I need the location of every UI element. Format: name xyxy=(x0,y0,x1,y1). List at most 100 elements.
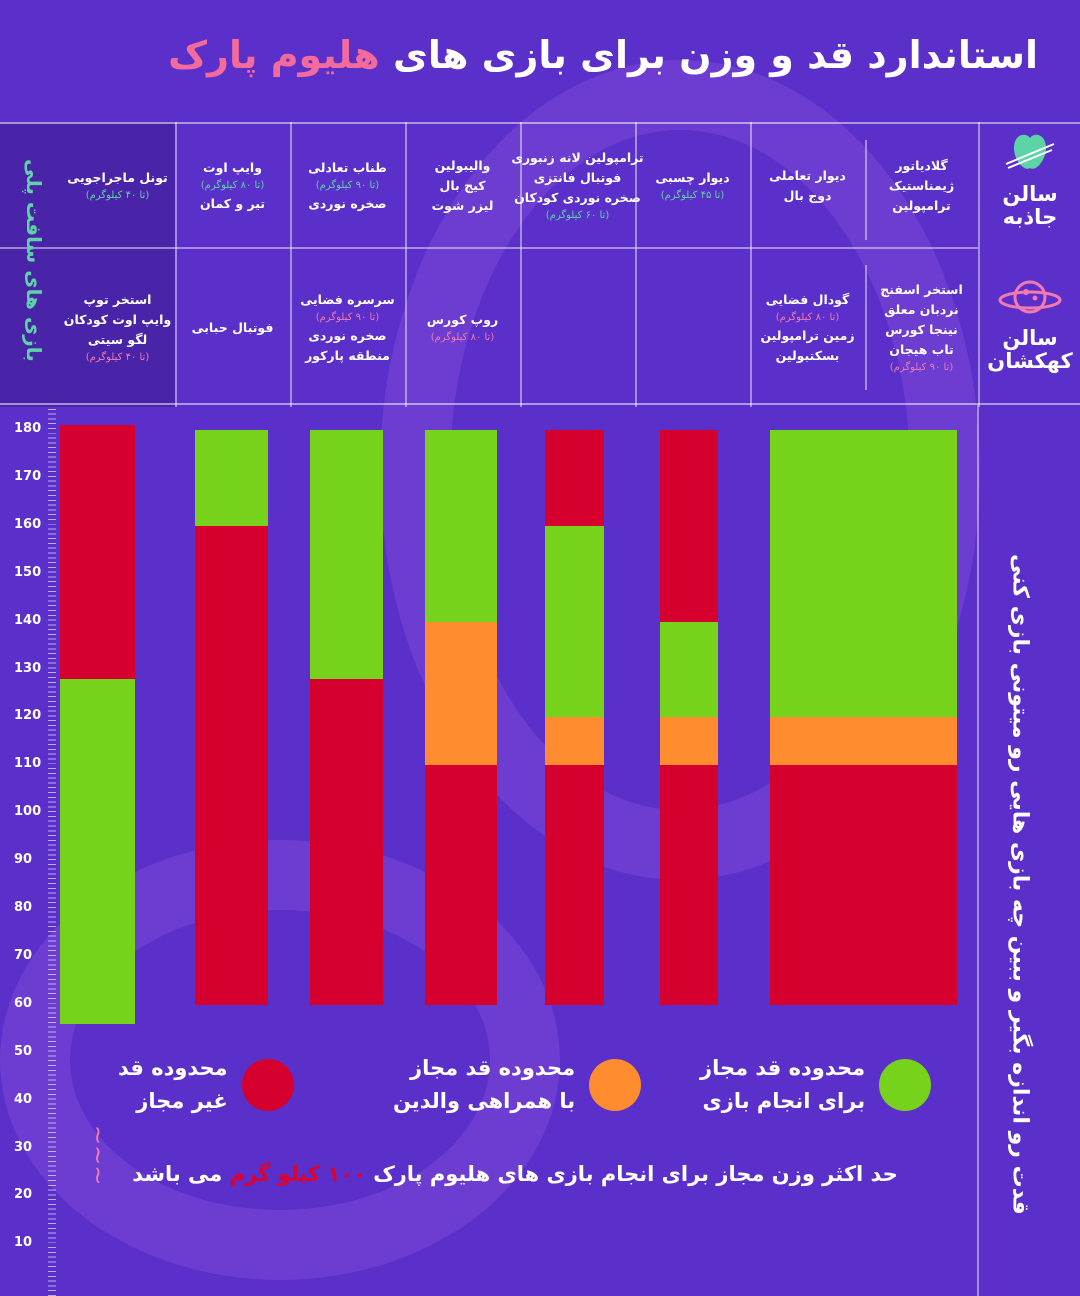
weight-limit-note: حد اکثر وزن مجاز برای انجام بازی های هلی… xyxy=(100,1162,930,1186)
y-tick-label: 50 xyxy=(14,1043,33,1059)
softplay-label-text: بازی های سافت پلی xyxy=(22,158,46,362)
column-divider xyxy=(635,122,637,407)
subcolumn-divider xyxy=(865,140,867,240)
weight-limit-note: (تا ۹۰ کیلوگرم) xyxy=(315,311,380,323)
bar-segment-with-parent xyxy=(425,621,497,766)
height-ruler xyxy=(48,405,56,1296)
bar-segment-not-allowed xyxy=(660,765,718,1005)
game-name: کیج بال xyxy=(439,177,486,193)
game-name: بسکتبولین xyxy=(775,347,840,363)
weight-limit-note: (تا ۴۰ کیلوگرم) xyxy=(85,351,150,363)
game-name: وایپ اوت xyxy=(203,159,262,175)
bar-segment-not-allowed xyxy=(545,430,604,526)
y-tick-label: 130 xyxy=(14,660,42,676)
weight-limit-note: (تا ۸۰ کیلوگرم) xyxy=(200,179,265,191)
game-name: روپ کورس xyxy=(426,311,499,327)
column-divider xyxy=(405,122,407,407)
game-name: طناب تعادلی xyxy=(308,159,387,175)
y-tick-label: 60 xyxy=(14,995,33,1011)
game-name: نینجا کورس xyxy=(885,321,958,337)
game-name: فوتبال فانتزی xyxy=(533,169,622,185)
bar-segment-not-allowed xyxy=(310,679,383,1005)
y-tick-label: 150 xyxy=(14,564,42,580)
games-cell-top: دیوار تعاملی دوج بال xyxy=(750,124,865,246)
games-cell-bottom: گودال فضایی (تا ۸۰ کیلوگرم) زمین ترامپولین… xyxy=(750,250,865,404)
bar-segment-allowed xyxy=(770,430,957,718)
y-tick-label: 20 xyxy=(14,1187,33,1203)
column-divider xyxy=(290,122,292,407)
game-name: لگو سیتی xyxy=(87,331,148,347)
salon-jazebeh: سالن جاذبه xyxy=(985,130,1075,229)
weight-limit-note: (تا ۴۵ کیلوگرم) xyxy=(660,189,725,201)
bar-segment-allowed xyxy=(425,430,497,622)
games-cell-top: ترامپولین لانه زنبوری فوتبال فانتزی صخره ن… xyxy=(511,124,643,246)
bar-segment-with-parent xyxy=(770,717,957,766)
bar-segment-not-allowed xyxy=(770,765,957,1005)
game-name: دیوار چسبی xyxy=(655,169,730,185)
game-name: صخره نوردی xyxy=(308,195,387,211)
footer-text: حد اکثر وزن مجاز برای انجام بازی های هلی… xyxy=(373,1162,898,1186)
legend-dot xyxy=(241,1059,294,1111)
page-title: استاندارد قد و وزن برای بازی های هلیوم پ… xyxy=(38,30,1038,80)
games-cell-bottom: استخر توپ وایپ اوت کودکان لگو سیتی (تا ۴۰ ک… xyxy=(60,250,175,404)
game-name: فوتبال حبابی xyxy=(191,319,274,335)
legend-dot xyxy=(879,1059,932,1111)
games-cell-top: گلادیاتور ژیمناستیک ترامپولین xyxy=(865,124,978,246)
game-name: والیبولین xyxy=(434,157,491,173)
game-name: دیوار تعاملی xyxy=(769,167,846,183)
side-divider xyxy=(977,405,979,1296)
game-name: صخره نوردی کودکان xyxy=(514,189,641,205)
y-tick-label: 110 xyxy=(14,756,42,772)
game-name: منطقه پارکور xyxy=(305,347,390,363)
game-name: ترامپولین لانه زنبوری xyxy=(511,149,644,165)
softplay-column-bg xyxy=(0,122,175,407)
games-cell-top: دیوار چسبی (تا ۴۵ کیلوگرم) xyxy=(635,124,750,246)
y-tick-label: 100 xyxy=(14,804,42,820)
side-instruction: قدت رو اندازه بگیر و ببین چه بازی هایی ر… xyxy=(990,425,1050,1215)
y-tick-label: 40 xyxy=(14,1091,33,1107)
bar-segment-not-allowed xyxy=(545,765,604,1005)
row-divider xyxy=(0,247,978,249)
game-name: نردبان معلق xyxy=(884,301,959,317)
planet-icon xyxy=(998,280,1062,314)
title-brand: هلیوم پارک xyxy=(168,33,380,77)
salon-kahkeshan: سالن کهکشان xyxy=(985,272,1075,373)
column-divider xyxy=(978,122,980,407)
game-name: تیر و کمان xyxy=(199,195,266,211)
y-tick-label: 10 xyxy=(14,1235,33,1251)
legend-dot xyxy=(589,1059,642,1111)
weight-limit-note: (تا ۹۰ کیلوگرم) xyxy=(315,179,380,191)
game-name: زمین ترامپولین xyxy=(760,327,855,343)
bar-segment-not-allowed xyxy=(425,765,497,1005)
weight-limit-note: (تا ۴۰ کیلوگرم) xyxy=(85,189,150,201)
y-tick-label: 170 xyxy=(14,468,42,484)
games-cell-bottom xyxy=(635,250,750,404)
game-name: گودال فضایی xyxy=(765,291,850,307)
y-tick-label: 30 xyxy=(14,1139,33,1155)
softplay-label: بازی های سافت پلی xyxy=(14,135,54,385)
bar-segment-not-allowed xyxy=(195,525,268,1005)
game-name: ترامپولین xyxy=(892,197,951,213)
legend-label: محدوده قد مجاز برای انجام بازی xyxy=(700,1056,866,1113)
legend-label: محدوده قد مجاز با همراهی والدین xyxy=(393,1056,576,1113)
bar-segment-allowed xyxy=(310,430,383,680)
bar-segment-allowed xyxy=(60,679,135,1024)
games-cell-bottom: سرسره فضایی (تا ۹۰ کیلوگرم) صخره نوردی منطق… xyxy=(290,250,405,404)
game-name: وایپ اوت کودکان xyxy=(63,311,172,327)
game-name: ژیمناستیک xyxy=(888,177,955,193)
games-cell-top: والیبولین کیج بال لیزر شوت xyxy=(405,124,520,246)
legend-label: محدوده قد غیر مجاز xyxy=(118,1056,228,1113)
y-tick-label: 80 xyxy=(14,900,33,915)
y-tick-label: 180 xyxy=(14,421,42,436)
legend-item: محدوده قد غیر مجاز xyxy=(118,1052,294,1118)
bar-segment-with-parent xyxy=(545,717,604,766)
title-main: استاندارد قد و وزن برای بازی های xyxy=(393,33,1038,77)
games-cell-top: وایپ اوت (تا ۸۰ کیلوگرم) تیر و کمان xyxy=(175,124,290,246)
game-name: گلادیاتور xyxy=(895,157,948,173)
games-table xyxy=(0,122,1080,405)
game-name: تاب هیجان xyxy=(889,341,954,357)
legend-item: محدوده قد مجاز با همراهی والدین xyxy=(393,1052,642,1118)
y-tick-label: 90 xyxy=(14,852,33,868)
side-instruction-text: قدت رو اندازه بگیر و ببین چه بازی هایی ر… xyxy=(1007,554,1033,1215)
weight-limit-note: (تا ۶۰ کیلوگرم) xyxy=(545,209,610,221)
